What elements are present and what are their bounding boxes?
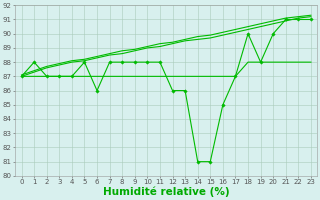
X-axis label: Humidité relative (%): Humidité relative (%): [103, 187, 229, 197]
